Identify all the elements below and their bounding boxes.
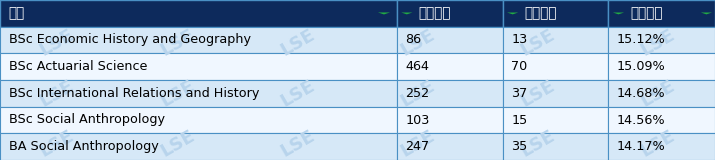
Polygon shape xyxy=(507,12,518,14)
Text: 86: 86 xyxy=(405,33,422,47)
Text: 252: 252 xyxy=(405,87,430,100)
Bar xyxy=(608,53,715,80)
Bar xyxy=(397,27,503,53)
Bar xyxy=(503,107,608,133)
Bar xyxy=(0,27,397,53)
Text: 14.68%: 14.68% xyxy=(617,87,666,100)
Text: 15: 15 xyxy=(511,113,528,127)
Bar xyxy=(397,133,503,160)
Text: LSE: LSE xyxy=(518,127,558,160)
Bar xyxy=(608,80,715,107)
Bar xyxy=(397,107,503,133)
Text: LSE: LSE xyxy=(518,26,558,60)
Bar xyxy=(397,53,503,80)
Text: LSE: LSE xyxy=(277,76,317,110)
Text: 15.12%: 15.12% xyxy=(617,33,666,47)
Text: LSE: LSE xyxy=(157,76,197,110)
Bar xyxy=(397,80,503,107)
Text: LSE: LSE xyxy=(518,76,558,110)
Bar xyxy=(608,27,715,53)
Text: 464: 464 xyxy=(405,60,430,73)
Bar xyxy=(0,133,397,160)
Polygon shape xyxy=(378,12,390,14)
Text: LSE: LSE xyxy=(37,76,77,110)
Bar xyxy=(0,80,397,107)
Text: 申请人数: 申请人数 xyxy=(418,6,450,20)
Text: BSc Actuarial Science: BSc Actuarial Science xyxy=(9,60,147,73)
Text: BSc International Relations and History: BSc International Relations and History xyxy=(9,87,259,100)
Text: LSE: LSE xyxy=(157,127,197,160)
Text: BSc Economic History and Geography: BSc Economic History and Geography xyxy=(9,33,250,47)
Text: LSE: LSE xyxy=(638,26,678,60)
Text: LSE: LSE xyxy=(638,127,678,160)
Polygon shape xyxy=(701,12,712,14)
Text: LSE: LSE xyxy=(37,26,77,60)
Text: 35: 35 xyxy=(511,140,528,153)
Text: BSc Social Anthropology: BSc Social Anthropology xyxy=(9,113,164,127)
Text: 70: 70 xyxy=(511,60,528,73)
Bar xyxy=(608,0,715,27)
Text: LSE: LSE xyxy=(398,127,438,160)
Text: LSE: LSE xyxy=(157,26,197,60)
Text: 13: 13 xyxy=(511,33,528,47)
Bar xyxy=(0,107,397,133)
Text: 14.56%: 14.56% xyxy=(617,113,666,127)
Bar xyxy=(608,133,715,160)
Text: LSE: LSE xyxy=(398,26,438,60)
Bar xyxy=(0,53,397,80)
Text: 专业: 专业 xyxy=(9,6,25,20)
Bar xyxy=(503,0,608,27)
Bar xyxy=(503,53,608,80)
Text: 103: 103 xyxy=(405,113,430,127)
Text: LSE: LSE xyxy=(398,76,438,110)
Text: 15.09%: 15.09% xyxy=(617,60,666,73)
Bar xyxy=(503,80,608,107)
Polygon shape xyxy=(613,12,624,14)
Bar xyxy=(503,133,608,160)
Text: LSE: LSE xyxy=(277,127,317,160)
Bar xyxy=(397,0,503,27)
Text: LSE: LSE xyxy=(277,26,317,60)
Polygon shape xyxy=(401,12,413,14)
Text: 37: 37 xyxy=(511,87,528,100)
Text: 14.17%: 14.17% xyxy=(617,140,666,153)
Bar xyxy=(608,107,715,133)
Text: BA Social Anthropology: BA Social Anthropology xyxy=(9,140,158,153)
Text: 录取人数: 录取人数 xyxy=(524,6,556,20)
Bar xyxy=(0,0,397,27)
Text: LSE: LSE xyxy=(638,76,678,110)
Text: 成功概率: 成功概率 xyxy=(630,6,662,20)
Text: 247: 247 xyxy=(405,140,430,153)
Text: LSE: LSE xyxy=(37,127,77,160)
Bar xyxy=(503,27,608,53)
